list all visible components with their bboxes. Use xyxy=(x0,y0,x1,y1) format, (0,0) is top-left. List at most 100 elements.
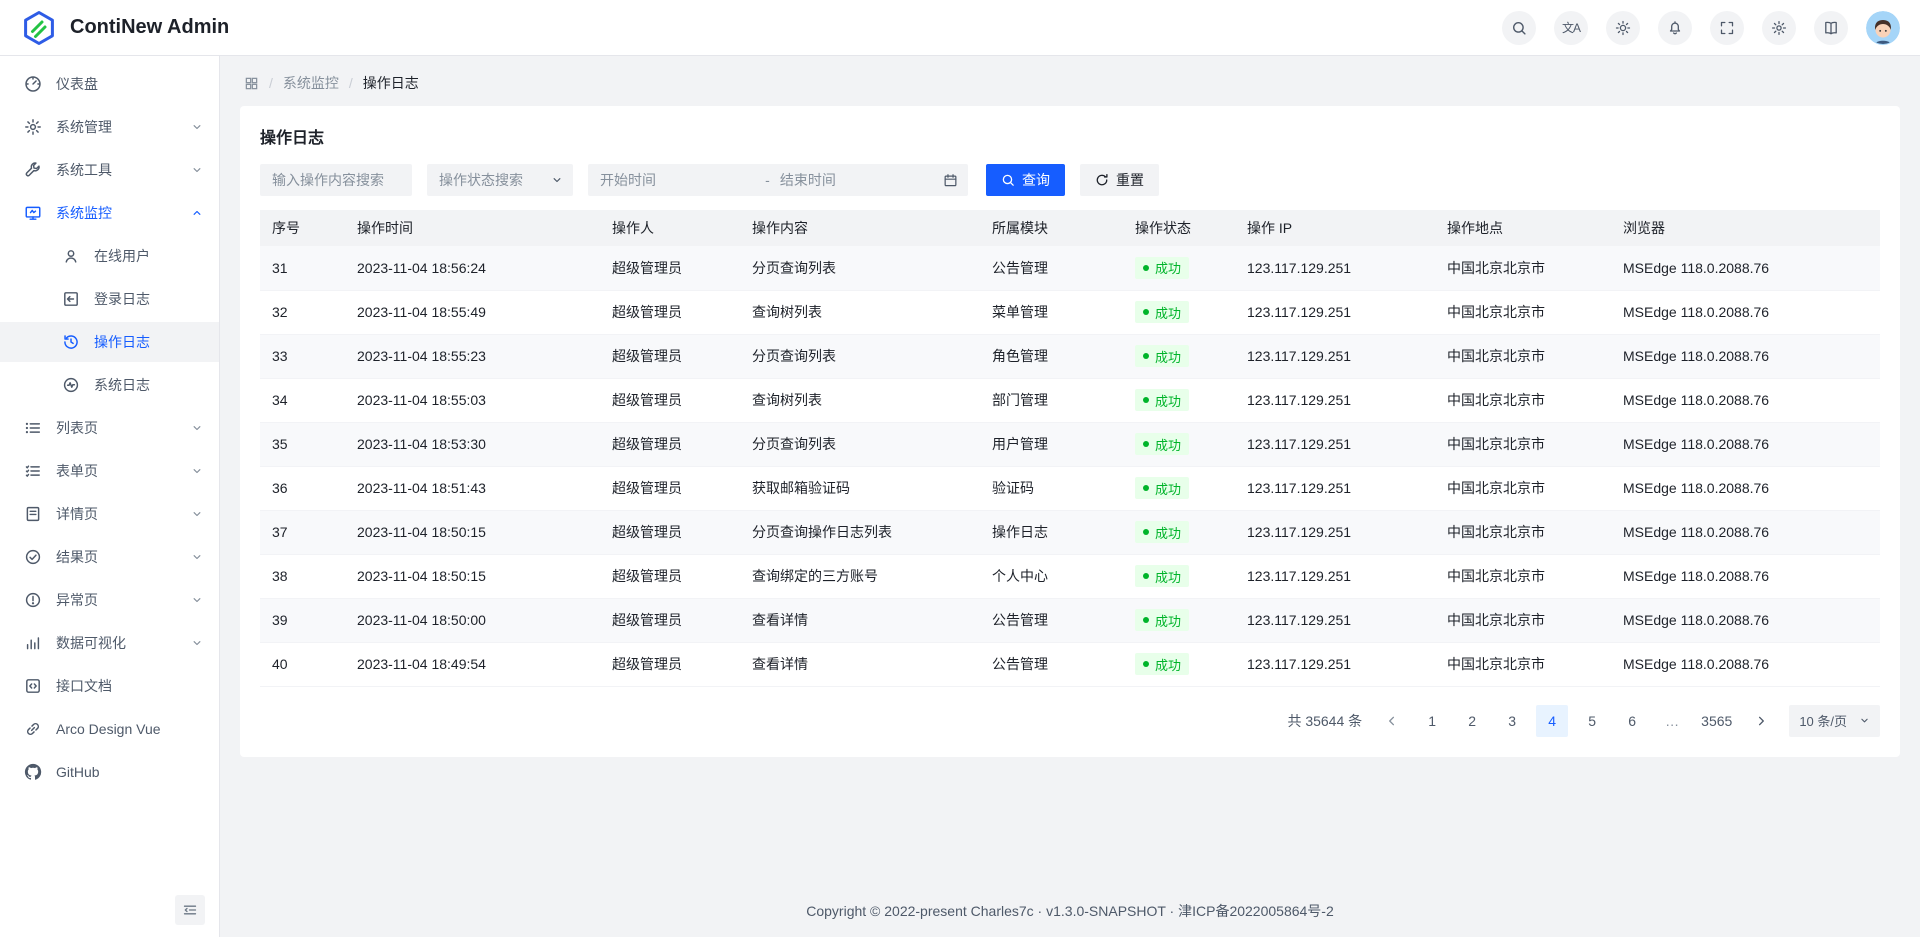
cell-no: 32 xyxy=(260,290,345,335)
table-row[interactable]: 32 2023-11-04 18:55:49 超级管理员 查询树列表 菜单管理 … xyxy=(260,290,1880,335)
pagination-page-button[interactable]: … xyxy=(1656,705,1688,737)
user-avatar[interactable] xyxy=(1866,10,1900,45)
cell-ip: 123.117.129.251 xyxy=(1235,642,1435,687)
cell-status: 成功 xyxy=(1123,466,1235,511)
sidebar-item-dashboard[interactable]: 仪表盘 xyxy=(0,64,219,104)
breadcrumb-item-system-monitor[interactable]: 系统监控 xyxy=(282,75,339,91)
breadcrumb: / 系统监控 / 操作日志 xyxy=(220,56,1920,106)
date-range-picker[interactable]: 开始时间 - 结束时间 xyxy=(588,164,968,196)
pagination-page-button[interactable]: 4 xyxy=(1536,704,1569,737)
topbar-actions: 文A xyxy=(1502,10,1900,45)
apps-grid-icon[interactable] xyxy=(244,76,259,91)
sidebar-item-arco-design-vue[interactable]: Arco Design Vue xyxy=(0,709,219,749)
sidebar-item-label: 表单页 xyxy=(56,463,98,479)
translate-button[interactable]: 文A xyxy=(1554,10,1588,45)
table-row[interactable]: 39 2023-11-04 18:50:00 超级管理员 查看详情 公告管理 成… xyxy=(260,598,1880,643)
sidebar-item-operation-log[interactable]: 操作日志 xyxy=(0,322,219,362)
page-size-value: 10 条/页 xyxy=(1799,714,1847,729)
pagination-page-button[interactable]: 6 xyxy=(1616,705,1648,737)
cell-time: 2023-11-04 18:55:49 xyxy=(345,290,600,335)
page-size-select[interactable]: 10 条/页 xyxy=(1789,704,1880,737)
fullscreen-button[interactable] xyxy=(1710,10,1744,45)
table-row[interactable]: 31 2023-11-04 18:56:24 超级管理员 分页查询列表 公告管理… xyxy=(260,246,1880,291)
table-row[interactable]: 40 2023-11-04 18:49:54 超级管理员 查看详情 公告管理 成… xyxy=(260,642,1880,687)
sidebar-item-list-page[interactable]: 列表页 xyxy=(0,408,219,448)
logo-area[interactable]: ContiNew Admin xyxy=(20,9,229,47)
sidebar-item-label: 系统工具 xyxy=(56,162,112,178)
cell-module: 操作日志 xyxy=(980,510,1123,555)
status-select[interactable]: 操作状态搜索 xyxy=(427,164,573,196)
chevron-down-icon xyxy=(191,551,203,563)
sidebar-item-system-monitor[interactable]: 系统监控 xyxy=(0,193,219,233)
cell-no: 35 xyxy=(260,422,345,467)
result-page-icon xyxy=(24,548,42,566)
cell-status: 成功 xyxy=(1123,334,1235,379)
status-badge: 成功 xyxy=(1135,565,1190,587)
table-row[interactable]: 35 2023-11-04 18:53:30 超级管理员 分页查询列表 用户管理… xyxy=(260,422,1880,467)
sidebar-item-api-docs[interactable]: 接口文档 xyxy=(0,666,219,706)
sidebar-item-label: 数据可视化 xyxy=(56,635,126,651)
table-row[interactable]: 38 2023-11-04 18:50:15 超级管理员 查询绑定的三方账号 个… xyxy=(260,554,1880,599)
search-button[interactable]: 查询 xyxy=(986,164,1065,196)
sidebar-item-form-page[interactable]: 表单页 xyxy=(0,451,219,491)
cell-time: 2023-11-04 18:50:15 xyxy=(345,554,600,599)
cell-time: 2023-11-04 18:51:43 xyxy=(345,466,600,511)
app-title: ContiNew Admin xyxy=(70,16,230,38)
sidebar-item-online-users[interactable]: 在线用户 xyxy=(0,236,219,276)
sidebar-item-label: 系统日志 xyxy=(94,377,150,393)
cell-browser: MSEdge 118.0.2088.76 xyxy=(1611,598,1880,643)
sidebar-item-exception-page[interactable]: 异常页 xyxy=(0,580,219,620)
main-content: / 系统监控 / 操作日志 操作日志 操作状态搜索 开始时间 - 结束时间 xyxy=(220,56,1920,937)
table-row[interactable]: 36 2023-11-04 18:51:43 超级管理员 获取邮箱验证码 验证码… xyxy=(260,466,1880,511)
sidebar-item-login-log[interactable]: 登录日志 xyxy=(0,279,219,319)
sidebar-collapse-button[interactable] xyxy=(175,895,205,925)
reset-button[interactable]: 重置 xyxy=(1080,164,1159,196)
detail-page-icon xyxy=(24,505,42,523)
cell-no: 33 xyxy=(260,334,345,379)
pagination-next-button[interactable] xyxy=(1745,705,1777,737)
sidebar: 仪表盘 系统管理 系统工具 系统监控 在线用户 登录日志 操作日志 xyxy=(0,56,220,937)
pagination-page-button[interactable]: 1 xyxy=(1416,705,1448,737)
chevron-down-icon xyxy=(191,637,203,649)
sidebar-item-system-tools[interactable]: 系统工具 xyxy=(0,150,219,190)
pagination-page-button[interactable]: 5 xyxy=(1576,705,1608,737)
copyright-footer: Copyright © 2022-present Charles7c · v1.… xyxy=(806,903,1334,919)
sidebar-item-label: 系统管理 xyxy=(56,119,112,135)
sidebar-item-system-log[interactable]: 系统日志 xyxy=(0,365,219,405)
sidebar-item-data-visualization[interactable]: 数据可视化 xyxy=(0,623,219,663)
sidebar-item-system-management[interactable]: 系统管理 xyxy=(0,107,219,147)
sidebar-item-result-page[interactable]: 结果页 xyxy=(0,537,219,577)
status-dot-icon xyxy=(1143,573,1149,579)
sidebar-item-label: 详情页 xyxy=(56,506,98,522)
status-badge: 成功 xyxy=(1135,609,1190,631)
pagination-page-button[interactable]: 3565 xyxy=(1696,705,1737,737)
cell-browser: MSEdge 118.0.2088.76 xyxy=(1611,290,1880,335)
table-row[interactable]: 37 2023-11-04 18:50:15 超级管理员 分页查询操作日志列表 … xyxy=(260,510,1880,555)
cell-browser: MSEdge 118.0.2088.76 xyxy=(1611,554,1880,599)
pagination-prev-button[interactable] xyxy=(1376,705,1408,737)
content-search-input[interactable] xyxy=(260,164,412,196)
top-bar: ContiNew Admin 文A xyxy=(0,0,1920,56)
notifications-button[interactable] xyxy=(1658,10,1692,45)
table-row[interactable]: 34 2023-11-04 18:55:03 超级管理员 查询树列表 部门管理 … xyxy=(260,378,1880,423)
docs-button[interactable] xyxy=(1814,10,1848,45)
status-dot-icon xyxy=(1143,264,1149,271)
theme-toggle-button[interactable] xyxy=(1606,10,1640,45)
sidebar-item-detail-page[interactable]: 详情页 xyxy=(0,494,219,534)
chevron-down-icon xyxy=(191,422,203,434)
cell-location: 中国北京北京市 xyxy=(1435,466,1611,511)
column-header-no: 序号 xyxy=(260,210,345,246)
cell-operator: 超级管理员 xyxy=(600,598,740,643)
pagination-page-button[interactable]: 3 xyxy=(1496,705,1528,737)
cell-browser: MSEdge 118.0.2088.76 xyxy=(1611,422,1880,467)
sidebar-item-github[interactable]: GitHub xyxy=(0,752,219,792)
end-time-placeholder: 结束时间 xyxy=(779,172,836,188)
pagination-page-button[interactable]: 2 xyxy=(1456,705,1488,737)
search-button[interactable] xyxy=(1502,10,1536,45)
sidebar-item-label: 仪表盘 xyxy=(56,76,98,92)
cell-content: 查询树列表 xyxy=(740,378,980,423)
cell-browser: MSEdge 118.0.2088.76 xyxy=(1611,510,1880,555)
chevron-down-icon xyxy=(191,508,203,520)
settings-button[interactable] xyxy=(1762,10,1796,45)
table-row[interactable]: 33 2023-11-04 18:55:23 超级管理员 分页查询列表 角色管理… xyxy=(260,334,1880,379)
